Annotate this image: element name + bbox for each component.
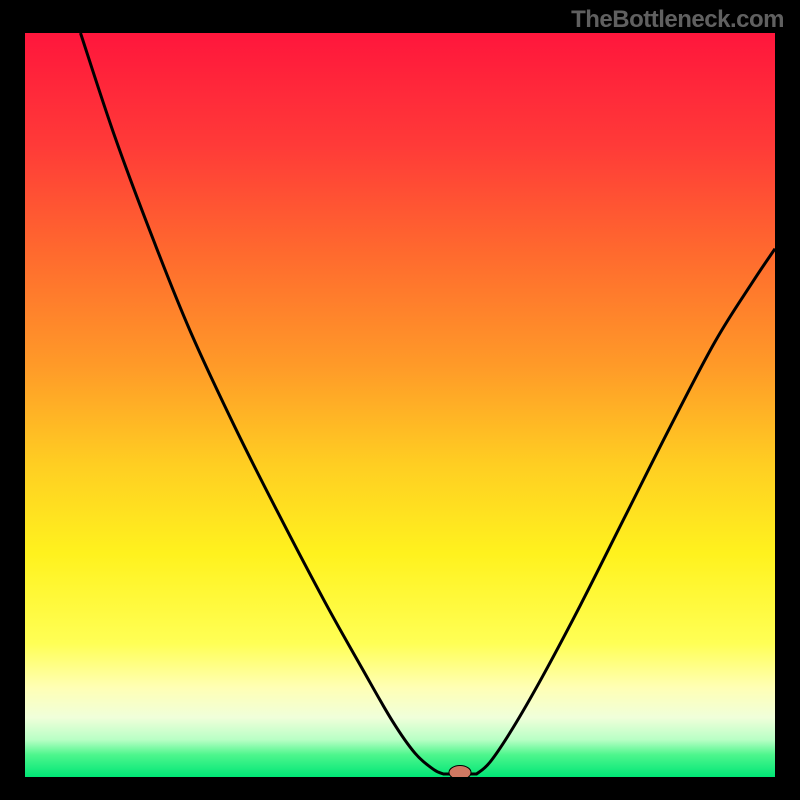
- marker-dot: [449, 766, 471, 777]
- plot-frame: [25, 33, 775, 777]
- bottleneck-curve: [81, 33, 776, 774]
- chart-curve-layer: [25, 33, 775, 777]
- watermark-text: TheBottleneck.com: [571, 6, 784, 34]
